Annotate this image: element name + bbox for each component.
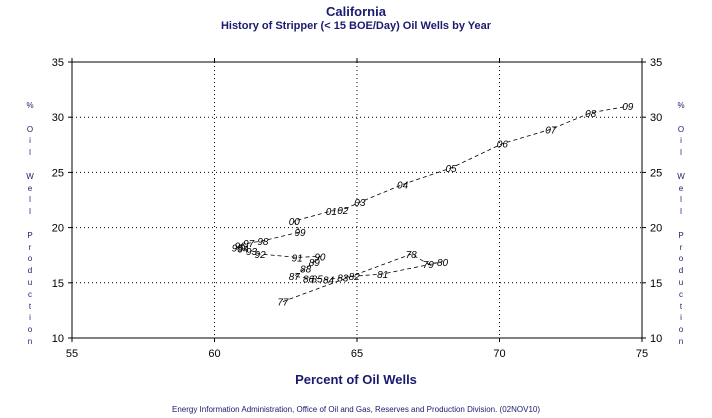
point-label: 98 (257, 237, 269, 248)
point-label: 92 (255, 250, 267, 261)
point-label: 88 (300, 264, 312, 275)
x-tick-label: 65 (351, 348, 363, 360)
y-tick-label-right: 15 (650, 278, 662, 290)
point-label: 08 (585, 109, 597, 120)
series-line (236, 105, 628, 302)
point-label: 06 (497, 140, 509, 151)
point-label: 82 (349, 272, 361, 283)
point-label: 91 (292, 253, 303, 264)
point-label: 05 (445, 164, 457, 175)
y-tick-label-left: 10 (52, 333, 64, 345)
y-tick-label-right: 20 (650, 223, 662, 235)
y-tick-label-right: 30 (650, 112, 662, 124)
point-label: 96 (235, 241, 247, 252)
point-label: 84 (323, 275, 335, 286)
chart-title: California (326, 4, 386, 19)
x-axis-label: Percent of Oil Wells (295, 372, 417, 387)
point-label: 04 (397, 181, 409, 192)
point-label: 77 (277, 298, 289, 309)
y-tick-label-left: 25 (52, 167, 64, 179)
point-label: 95 (232, 243, 244, 254)
y-tick-label-left: 30 (52, 112, 64, 124)
point-label: 89 (309, 258, 321, 269)
y-tick-label-right: 10 (650, 333, 662, 345)
x-tick-label: 60 (208, 348, 220, 360)
point-label: 99 (294, 228, 306, 239)
point-label: 02 (337, 206, 349, 217)
point-label: 83 (337, 273, 349, 284)
y-tick-label-left: 35 (52, 57, 64, 69)
y-tick-label-right: 35 (650, 57, 662, 69)
point-label: 03 (354, 198, 366, 209)
y-tick-label-right: 25 (650, 167, 662, 179)
x-tick-label: 55 (66, 348, 78, 360)
point-label: 93 (246, 247, 258, 258)
point-label: 78 (406, 250, 418, 261)
point-label: 07 (545, 125, 557, 136)
point-label: 87 (289, 272, 301, 283)
point-label: 90 (314, 252, 326, 263)
point-label: 94 (237, 245, 249, 256)
point-label: 97 (243, 239, 255, 250)
y-tick-label-left: 20 (52, 223, 64, 235)
point-label: 79 (423, 260, 435, 271)
point-label: 00 (289, 217, 301, 228)
point-label: 01 (326, 207, 337, 218)
point-label: 86 (303, 274, 315, 285)
x-tick-label: 70 (493, 348, 505, 360)
footer-source: Energy Information Administration, Offic… (171, 405, 541, 414)
point-label: 09 (622, 102, 634, 113)
gridlines (72, 62, 642, 338)
y-tick-label-left: 15 (52, 278, 64, 290)
x-tick-label: 75 (636, 348, 648, 360)
chart-subtitle: History of Stripper (< 15 BOE/Day) Oil W… (220, 20, 492, 32)
point-label: 80 (437, 258, 449, 269)
point-label: 81 (377, 270, 388, 281)
point-label: 85 (312, 274, 324, 285)
